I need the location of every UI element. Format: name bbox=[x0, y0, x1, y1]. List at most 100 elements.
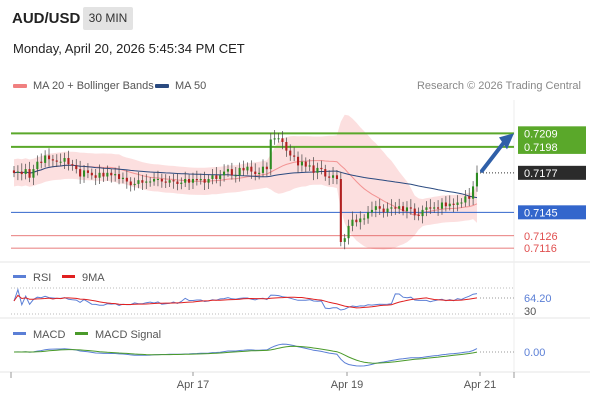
ma20-swatch bbox=[13, 84, 27, 89]
target-arrow-shaft bbox=[480, 140, 506, 173]
candle-body bbox=[12, 170, 15, 173]
candle-body bbox=[382, 208, 385, 213]
x-label-apr19: Apr 19 bbox=[331, 379, 363, 391]
candle-body bbox=[223, 171, 226, 176]
candle-body bbox=[133, 183, 136, 186]
candle-body bbox=[156, 179, 159, 180]
candle-body bbox=[324, 169, 327, 177]
candle-body bbox=[405, 207, 408, 212]
ma50-swatch bbox=[155, 84, 169, 89]
candle-body bbox=[254, 171, 257, 175]
candle-body bbox=[304, 161, 307, 167]
datetime-label: Monday, April 20, 2026 5:45:34 PM CET bbox=[13, 41, 245, 56]
candle-body bbox=[114, 174, 117, 176]
candle-body bbox=[28, 169, 31, 178]
candle-body bbox=[98, 172, 101, 178]
candle-body bbox=[215, 175, 218, 179]
candle-body bbox=[308, 165, 311, 167]
candle-body bbox=[289, 150, 292, 156]
resistance-label-box bbox=[518, 126, 586, 141]
candle-body bbox=[328, 176, 331, 178]
macd-signal-swatch bbox=[75, 332, 88, 335]
candle-body bbox=[464, 196, 467, 203]
candle-body bbox=[71, 164, 74, 166]
rsi-last-value: 64.20 bbox=[524, 293, 552, 305]
candle-body bbox=[285, 142, 288, 151]
candle-body bbox=[118, 174, 121, 179]
candle-body bbox=[129, 181, 132, 186]
legend-ma20: MA 20 + Bollinger Bands bbox=[13, 80, 154, 92]
candle-body bbox=[448, 203, 451, 207]
price-levels bbox=[11, 132, 514, 249]
candle-body bbox=[102, 172, 105, 177]
candle-body bbox=[67, 158, 70, 165]
candle-body bbox=[452, 203, 455, 205]
bollinger-band bbox=[14, 114, 477, 250]
candle-body bbox=[293, 155, 296, 157]
target-arrow-head bbox=[499, 133, 514, 150]
candle-body bbox=[339, 179, 342, 242]
candle-body bbox=[273, 138, 276, 140]
candle-body bbox=[121, 177, 124, 179]
candle-body bbox=[269, 139, 272, 170]
candle-body bbox=[332, 175, 335, 178]
x-label-apr21: Apr 21 bbox=[464, 379, 496, 391]
candle-body bbox=[180, 182, 183, 184]
candle-body bbox=[320, 167, 323, 170]
macd-lines bbox=[13, 343, 478, 367]
ma50-line bbox=[13, 164, 478, 199]
x-axis: Apr 17 Apr 19 Apr 21 bbox=[10, 372, 515, 391]
credit-label: Research © 2026 Trading Central bbox=[416, 80, 581, 92]
chart-header: AUD/USD 30 MIN Monday, April 20, 2026 5:… bbox=[0, 0, 590, 72]
rsi-tick-30: 30 bbox=[524, 306, 536, 318]
candle-body bbox=[367, 212, 370, 219]
candle-body bbox=[90, 172, 93, 176]
candle-body bbox=[351, 219, 354, 226]
resistance-label: 0.7209 bbox=[524, 128, 558, 140]
resistance-label-box bbox=[518, 139, 586, 154]
candle-body bbox=[277, 138, 280, 140]
candle-body bbox=[153, 179, 156, 182]
candle-body bbox=[413, 208, 416, 215]
candle-body bbox=[238, 167, 241, 176]
macd-legend-label: MACD bbox=[33, 329, 65, 341]
candle-body bbox=[261, 166, 264, 173]
candle-body bbox=[79, 169, 82, 177]
rsi-swatch bbox=[13, 275, 26, 278]
candle-body bbox=[386, 208, 389, 213]
macd-zero-label: 0.00 bbox=[524, 347, 545, 359]
candle-body bbox=[94, 175, 97, 178]
candle-body bbox=[149, 181, 152, 183]
last-price-box bbox=[518, 165, 586, 180]
candle-body bbox=[359, 218, 362, 223]
timeframe-button[interactable]: 30 MIN bbox=[83, 7, 133, 30]
candle-body bbox=[188, 179, 191, 183]
candle-body bbox=[20, 171, 23, 175]
candle-body bbox=[363, 218, 366, 220]
candle-body bbox=[355, 219, 358, 223]
symbol-title: AUD/USD bbox=[12, 10, 81, 27]
candle-body bbox=[398, 206, 401, 209]
candle-body bbox=[226, 169, 229, 172]
candle-body bbox=[246, 166, 249, 171]
candle-body bbox=[184, 179, 187, 183]
candle-body bbox=[36, 161, 39, 170]
candle-body bbox=[312, 165, 315, 173]
candle-body bbox=[51, 159, 54, 161]
candle-body bbox=[75, 165, 78, 170]
candle-body bbox=[265, 166, 268, 170]
candle-body bbox=[472, 186, 475, 199]
ma50-label: MA 50 bbox=[175, 80, 207, 92]
candle-body bbox=[172, 180, 175, 182]
candle-body bbox=[141, 180, 144, 183]
candle-body bbox=[250, 166, 253, 172]
resistance-label: 0.7198 bbox=[524, 142, 558, 154]
support-label: 0.7145 bbox=[524, 207, 558, 219]
macd-signal-legend-label: MACD Signal bbox=[95, 329, 161, 341]
candle-body bbox=[125, 177, 128, 182]
candle-body bbox=[207, 179, 210, 183]
candle-body bbox=[394, 207, 397, 209]
support-label: 0.7126 bbox=[524, 231, 558, 243]
candle-body bbox=[86, 170, 89, 173]
